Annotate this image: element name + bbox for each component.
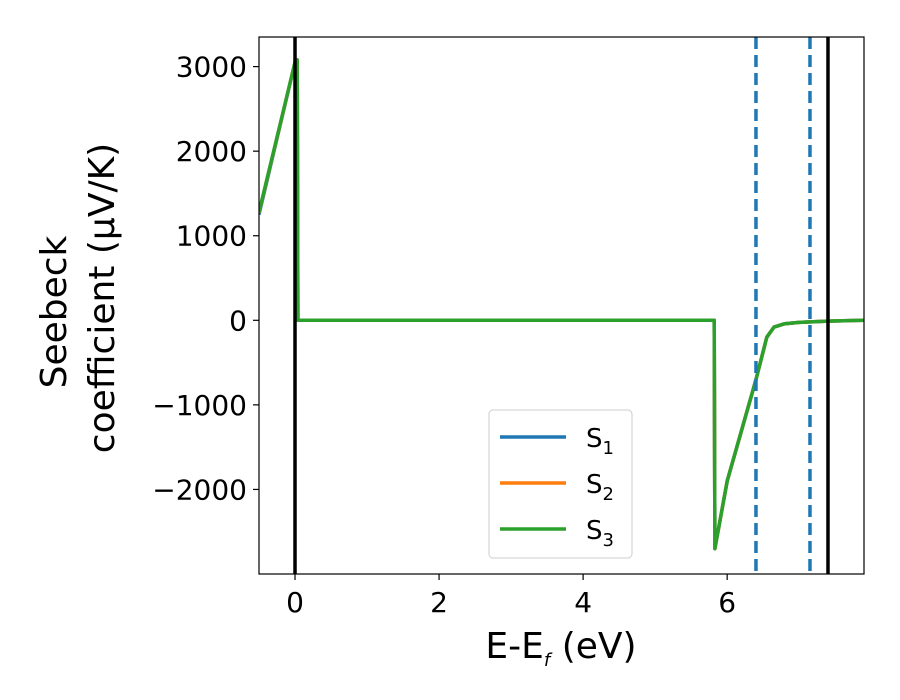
y-tick-label: 2000 <box>176 135 247 168</box>
x-axis-label: E-Ef (eV) <box>485 626 636 671</box>
y-tick-label: 3000 <box>176 51 247 84</box>
plot-frame <box>258 36 865 575</box>
x-tick-label: 4 <box>574 586 592 619</box>
legend-label-s2: S2 <box>586 470 614 505</box>
legend-label-s1: S1 <box>586 424 614 459</box>
y-axis-label-line1: Seebeck <box>34 235 75 388</box>
y-tick-label: −1000 <box>152 389 247 422</box>
x-tick-label: 6 <box>718 586 736 619</box>
x-tick-label: 0 <box>286 586 304 619</box>
y-tick-label: −2000 <box>152 473 247 506</box>
x-tick-label: 2 <box>430 586 448 619</box>
y-tick-label: 0 <box>229 304 247 337</box>
y-tick-label: 1000 <box>176 220 247 253</box>
legend: S1 S2 S3 <box>488 409 633 559</box>
series-line-s3 <box>259 58 864 551</box>
y-axis-label-line2: coefficient (μV/K) <box>82 143 123 453</box>
legend-label-s3: S3 <box>586 516 614 551</box>
